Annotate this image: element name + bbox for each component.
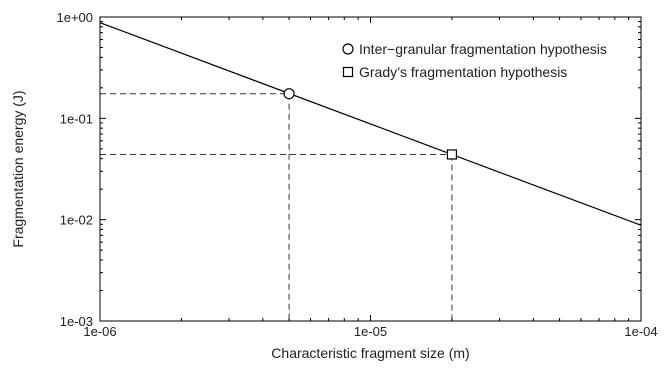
x-tick-label-2: 1e-04 [624, 324, 657, 339]
y-tick-label-3: 1e+00 [56, 10, 93, 25]
legend-marker-0 [342, 43, 354, 55]
legend-marker-1 [342, 66, 354, 78]
guide-lines-group [100, 93, 453, 321]
square-marker-1 [446, 149, 458, 160]
y-tick-label-2: 1e-01 [60, 111, 93, 126]
markers-group [283, 88, 458, 160]
series-group [99, 22, 642, 226]
x-axis-label: Characteristic fragment size (m) [271, 345, 469, 361]
x-tick-label-1: 1e-05 [354, 324, 387, 339]
plot-frame-group [99, 16, 642, 322]
series-line-0 [99, 22, 642, 226]
legend-label-1: Grady’s fragmentation hypothesis [359, 64, 567, 80]
y-tick-label-0: 1e-03 [60, 314, 93, 329]
legend: Inter−granular fragmentation hypothesis G… [342, 41, 607, 80]
y-tick-label-1: 1e-02 [60, 213, 93, 228]
x-tick-label-0: 1e-06 [83, 324, 116, 339]
plot-frame [99, 16, 642, 322]
y-axis-label: Fragmentation energy (J) [10, 90, 26, 247]
ticks-group: 1e-06 1e-05 1e-04 1e-03 1e-02 1e-01 1e+00 [56, 10, 657, 339]
legend-label-0: Inter−granular fragmentation hypothesis [359, 41, 607, 57]
circle-marker-0 [283, 88, 295, 100]
